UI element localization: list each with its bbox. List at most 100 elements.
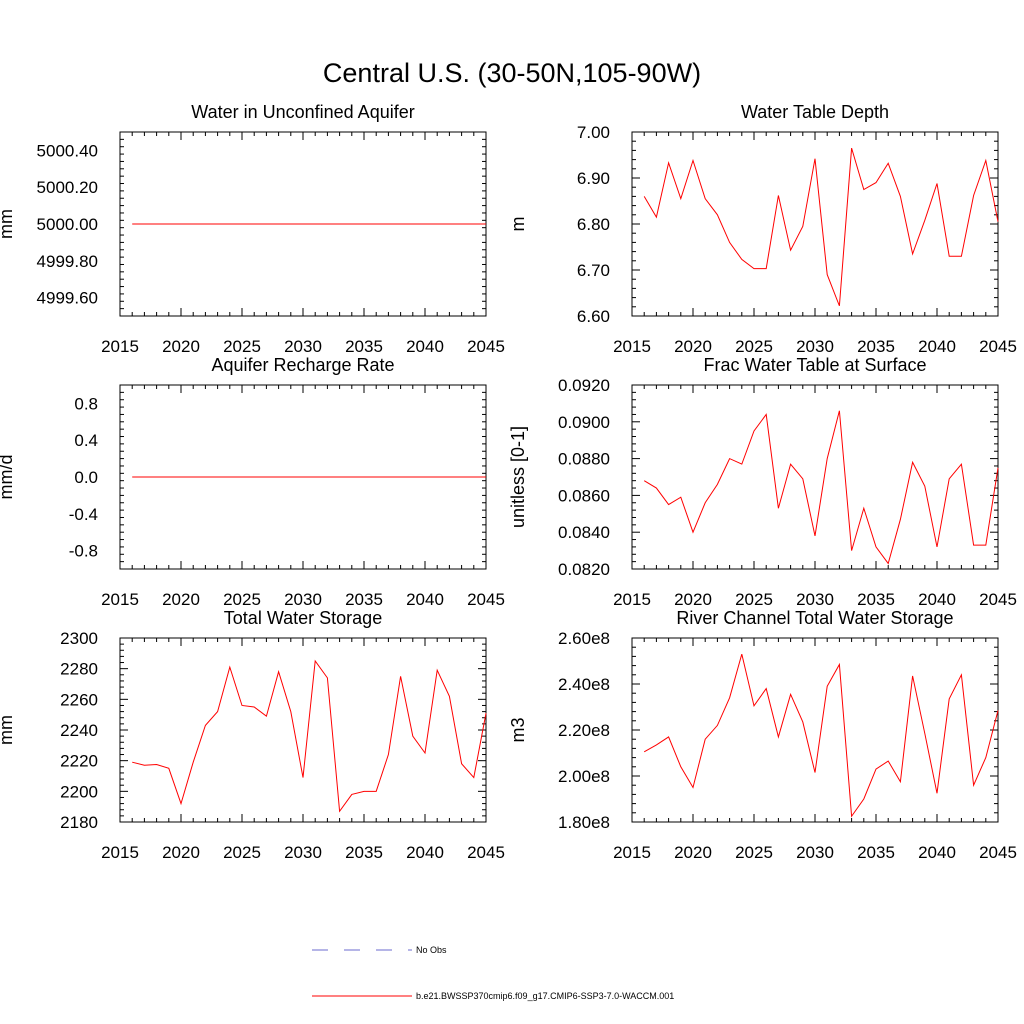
x-tick-label: 2020 (162, 590, 200, 609)
y-tick-label: 0.0820 (558, 560, 610, 579)
y-tick-label: 0.8 (74, 394, 98, 413)
x-tick-label: 2040 (918, 843, 956, 862)
x-tick-label: 2015 (613, 843, 651, 862)
x-tick-label: 2035 (345, 337, 383, 356)
y-tick-label: 0.0920 (558, 376, 610, 395)
y-tick-label: 6.60 (577, 307, 610, 326)
x-tick-label: 2030 (796, 590, 834, 609)
x-tick-label: 2015 (613, 337, 651, 356)
x-tick-label: 2035 (345, 590, 383, 609)
y-tick-label: 2200 (60, 782, 98, 801)
panel-title: Water Table Depth (741, 102, 889, 122)
x-tick-label: 2035 (345, 843, 383, 862)
x-tick-label: 2020 (674, 337, 712, 356)
panel-title: Frac Water Table at Surface (703, 355, 926, 375)
y-axis-label: m3 (508, 717, 528, 742)
y-tick-label: 6.70 (577, 261, 610, 280)
y-tick-label: 1.80e8 (558, 813, 610, 832)
y-tick-label: -0.8 (69, 542, 98, 561)
x-tick-label: 2040 (918, 590, 956, 609)
panel-frac-water-table-at-surface: Frac Water Table at Surface 2015 2020 2025 2… (508, 355, 1017, 609)
x-tick-label: 2020 (162, 843, 200, 862)
y-tick-label: 2240 (60, 721, 98, 740)
x-tick-label: 2020 (674, 843, 712, 862)
y-tick-label: 0.0840 (558, 523, 610, 542)
y-tick-label: 2.20e8 (558, 721, 610, 740)
y-tick-label: 0.4 (74, 431, 98, 450)
panel-title: River Channel Total Water Storage (676, 608, 953, 628)
x-tick-label: 2025 (735, 337, 773, 356)
x-tick-label: 2025 (735, 590, 773, 609)
y-tick-label: 2.40e8 (558, 675, 610, 694)
series-line (643, 653, 999, 818)
x-tick-label: 2045 (467, 337, 505, 356)
y-tick-label: 0.0860 (558, 486, 610, 505)
x-tick-label: 2035 (857, 843, 895, 862)
x-tick-label: 2015 (613, 590, 651, 609)
y-axis-label: mm/d (0, 455, 16, 500)
plot-frame (631, 637, 999, 823)
plot-frame (119, 637, 487, 823)
x-tick-label: 2040 (918, 337, 956, 356)
y-tick-label: 4999.60 (37, 289, 98, 308)
x-tick-label: 2020 (674, 590, 712, 609)
y-tick-label: 0.0 (74, 468, 98, 487)
y-tick-label: 4999.80 (37, 252, 98, 271)
x-tick-label: 2025 (223, 590, 261, 609)
x-tick-label: 2025 (223, 843, 261, 862)
y-tick-label: 6.90 (577, 169, 610, 188)
x-tick-label: 2030 (284, 590, 322, 609)
y-tick-label: 6.80 (577, 215, 610, 234)
panel-aquifer-recharge-rate: Aquifer Recharge Rate 2015 2020 2025 2030 203… (0, 355, 505, 609)
y-tick-label: 2280 (60, 660, 98, 679)
panel-title: Aquifer Recharge Rate (211, 355, 394, 375)
x-tick-label: 2030 (796, 843, 834, 862)
panels: Water in Unconfined Aquifer 2015 2020 2025 2… (0, 102, 1017, 862)
legend: No Obs b.e21.BWSSP370cmip6.f09_g17.CMIP6… (312, 945, 674, 1001)
y-axis-label: unitless [0-1] (508, 426, 528, 528)
y-tick-label: 2.60e8 (558, 629, 610, 648)
x-tick-label: 2045 (979, 590, 1017, 609)
panel-river-channel-total-water-storage: River Channel Total Water Storage 2015 202… (508, 608, 1017, 862)
x-tick-label: 2040 (406, 843, 444, 862)
series-line (643, 147, 999, 307)
y-tick-label: 2300 (60, 629, 98, 648)
x-tick-label: 2045 (979, 337, 1017, 356)
plot-frame (631, 384, 999, 570)
x-tick-label: 2045 (467, 843, 505, 862)
y-tick-label: 2.00e8 (558, 767, 610, 786)
x-tick-label: 2040 (406, 590, 444, 609)
y-axis-label: mm (0, 209, 16, 239)
x-tick-label: 2045 (467, 590, 505, 609)
y-tick-label: 2220 (60, 752, 98, 771)
y-tick-label: 5000.20 (37, 178, 98, 197)
series-line (132, 659, 487, 813)
x-tick-label: 2045 (979, 843, 1017, 862)
x-tick-label: 2025 (223, 337, 261, 356)
x-tick-label: 2030 (284, 843, 322, 862)
x-tick-label: 2020 (162, 337, 200, 356)
x-tick-label: 2030 (284, 337, 322, 356)
y-axis-label: m (508, 217, 528, 232)
x-tick-label: 2035 (857, 590, 895, 609)
y-axis-label: mm (0, 715, 16, 745)
x-tick-label: 2040 (406, 337, 444, 356)
x-tick-label: 2015 (101, 590, 139, 609)
x-tick-label: 2035 (857, 337, 895, 356)
panel-total-water-storage: Total Water Storage 2015 2020 2025 2030 2035 2… (0, 608, 505, 862)
panel-water-in-unconfined-aquifer: Water in Unconfined Aquifer 2015 2020 2025 2… (0, 102, 505, 356)
legend-obs-label: No Obs (416, 945, 447, 955)
panel-title: Water in Unconfined Aquifer (191, 102, 414, 122)
series-line (643, 410, 999, 565)
x-tick-label: 2025 (735, 843, 773, 862)
y-tick-label: 0.0880 (558, 450, 610, 469)
y-tick-label: -0.4 (69, 505, 98, 524)
panel-water-table-depth: Water Table Depth 2015 2020 2025 2030 2035 204… (508, 102, 1017, 356)
legend-model-label: b.e21.BWSSP370cmip6.f09_g17.CMIP6-SSP3-7… (416, 991, 674, 1001)
x-tick-label: 2030 (796, 337, 834, 356)
x-tick-label: 2015 (101, 337, 139, 356)
figure-title: Central U.S. (30-50N,105-90W) (323, 58, 701, 88)
y-tick-label: 7.00 (577, 123, 610, 142)
y-tick-label: 0.0900 (558, 413, 610, 432)
